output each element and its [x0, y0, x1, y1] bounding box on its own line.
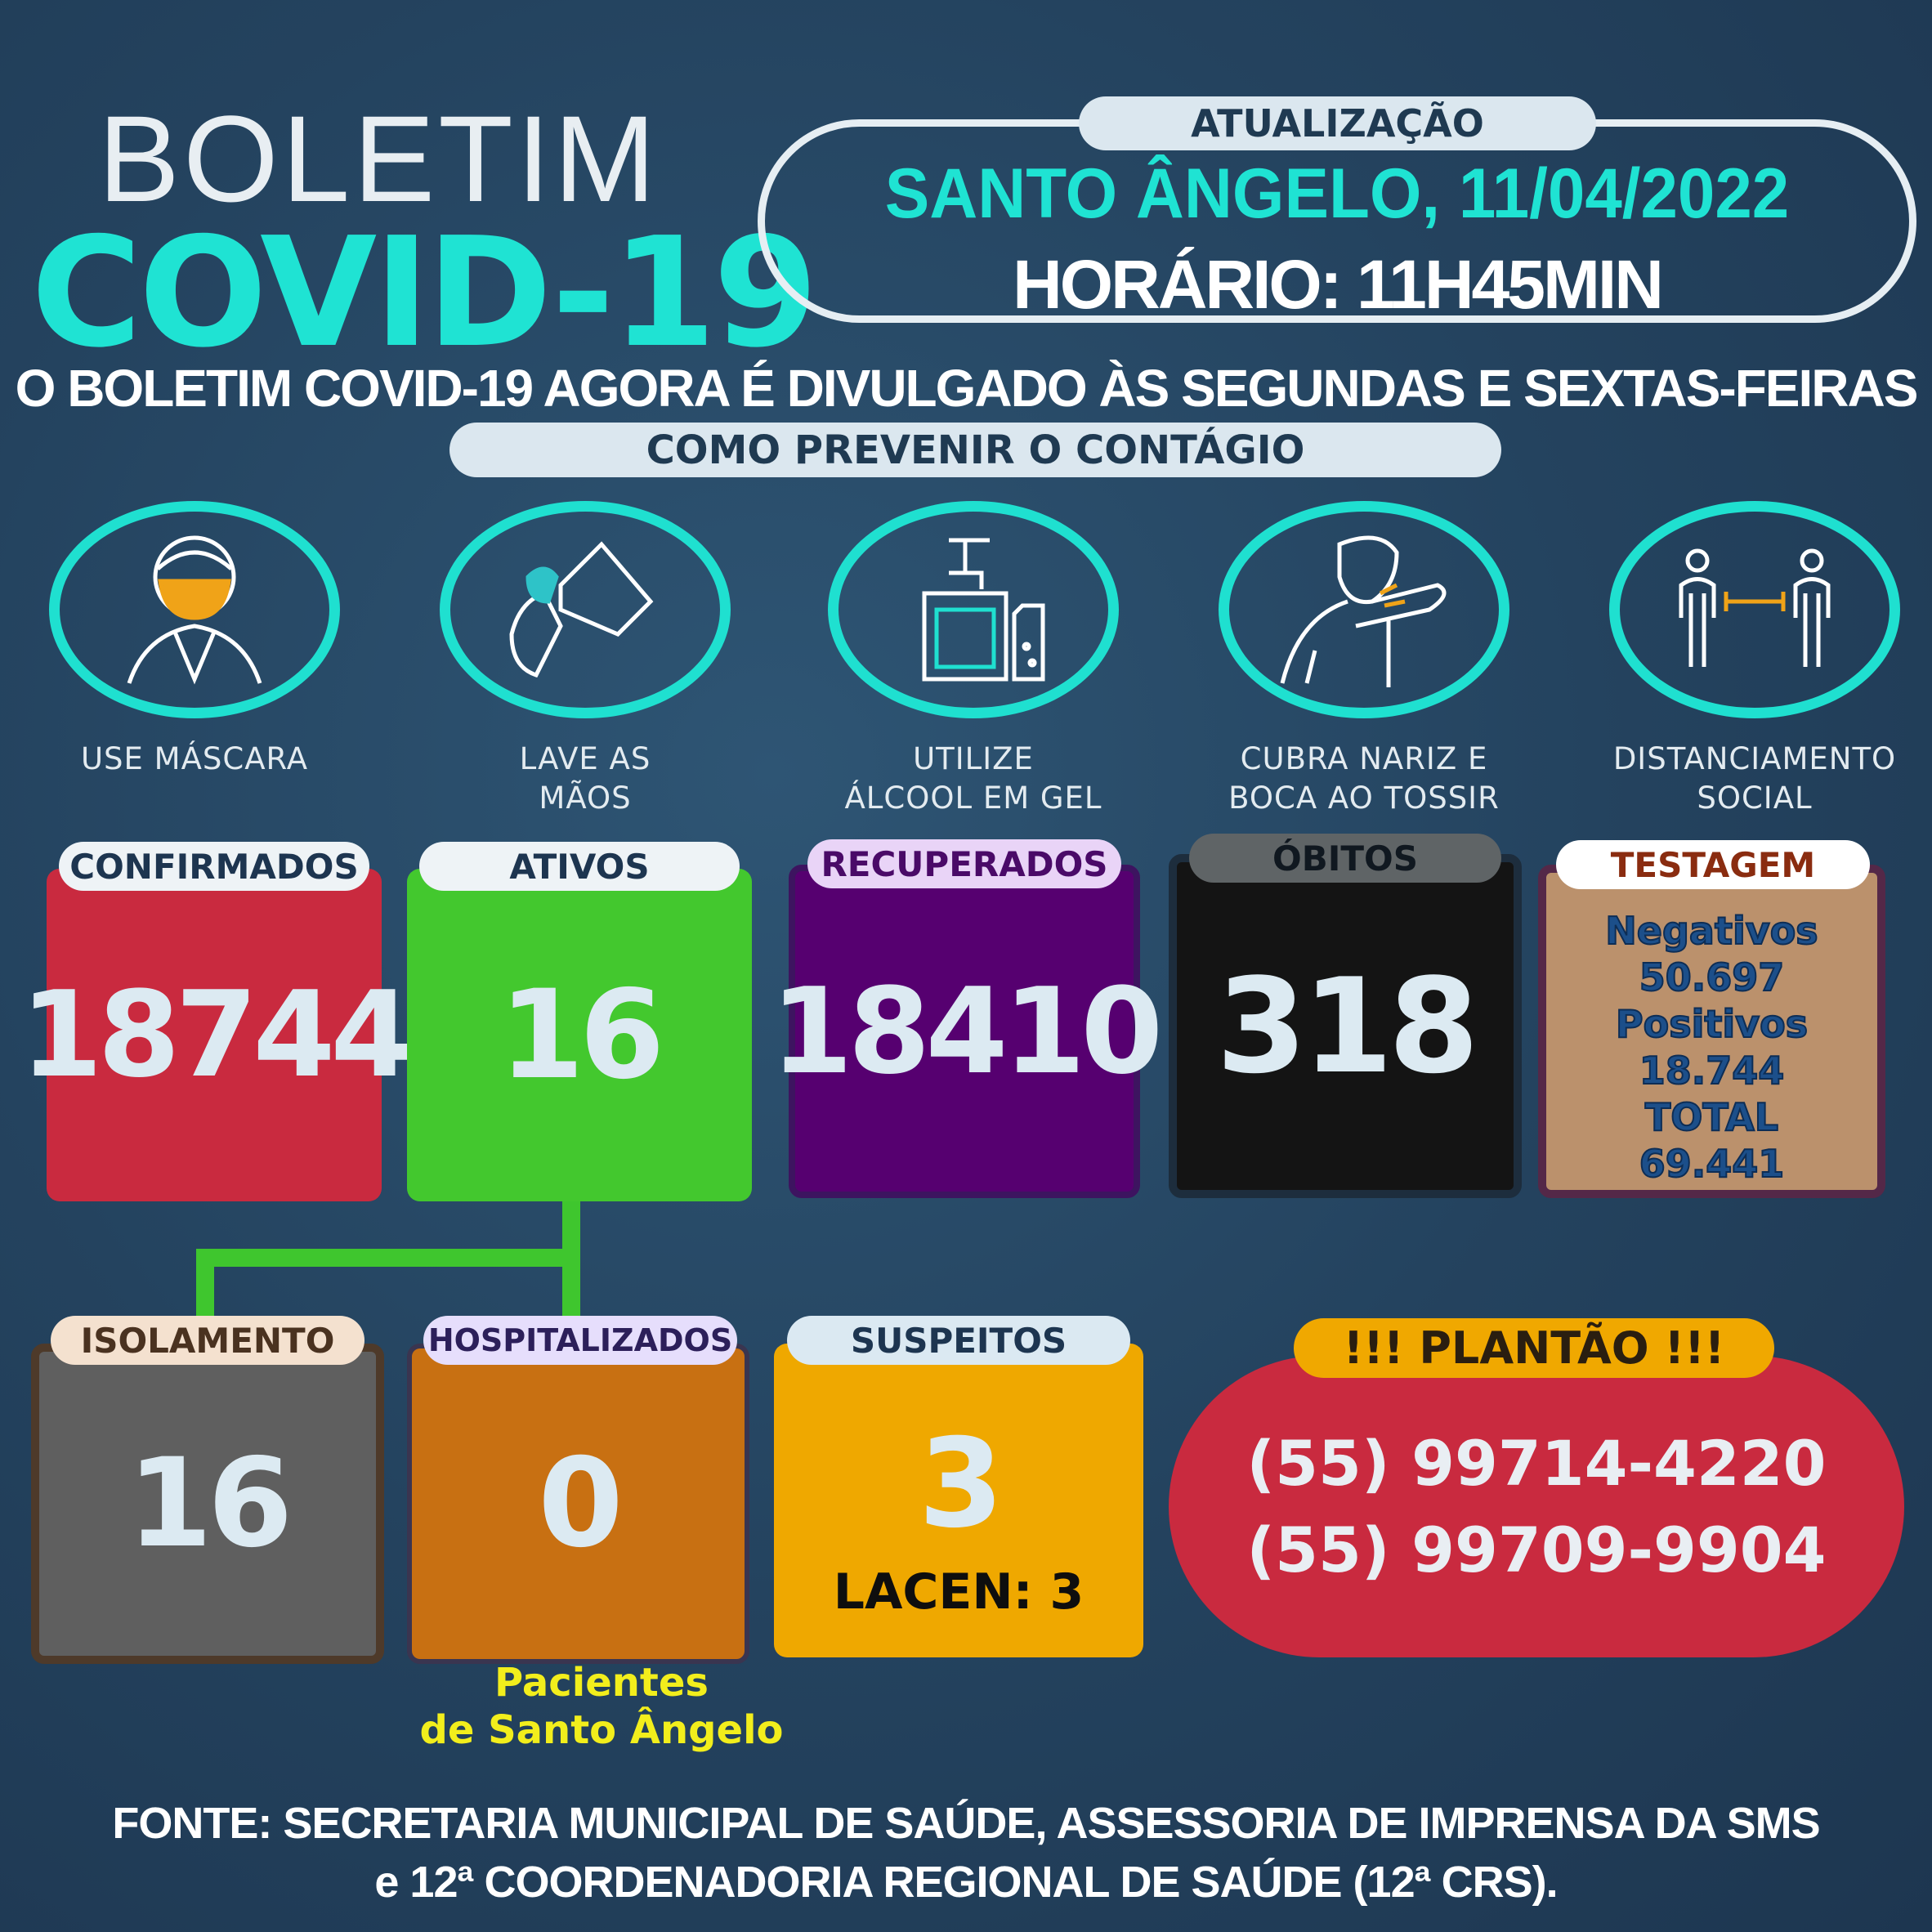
prevention-label-mask: USE MÁSCARA: [15, 740, 374, 779]
positivos-value: 18.744: [1639, 1048, 1786, 1093]
city-date: SANTO ÂNGELO, 11/04/2022: [884, 154, 1790, 233]
label-line: DISTANCIAMENTO: [1612, 741, 1897, 776]
prevention-label-cough: CUBRA NARIZ E BOCA AO TOSSIR: [1184, 740, 1544, 818]
update-label: ATUALIZAÇÃO: [1079, 96, 1596, 150]
footer-line: e 12ª COORDENADORIA REGIONAL DE SAÚDE (1…: [374, 1858, 1558, 1907]
plantao-card: (55) 99714-4220 (55) 99709-9904: [1169, 1356, 1904, 1657]
ativos-label: ATIVOS: [419, 842, 740, 891]
ativos-card: 16: [407, 869, 752, 1201]
ativos-value: 16: [499, 964, 665, 1107]
label-line: UTILIZE: [913, 741, 1034, 776]
label-line: LAVE AS: [519, 741, 651, 776]
prevention-label-gel: UTILIZE ÁLCOOL EM GEL: [794, 740, 1153, 818]
phone-number[interactable]: (55) 99714-4220: [1246, 1426, 1827, 1500]
note-line: de Santo Ângelo: [419, 1707, 784, 1753]
label-line: USE MÁSCARA: [80, 741, 309, 776]
prevention-label-hands: LAVE AS MÃOS: [405, 740, 765, 818]
obitos-value: 318: [1216, 950, 1479, 1102]
distance-icon: [1609, 501, 1900, 718]
connector-line: [196, 1249, 214, 1324]
plantao-label: !!! PLANTÃO !!!: [1294, 1318, 1774, 1378]
negativos-value: 50.697: [1639, 955, 1786, 1000]
label-line: SOCIAL: [1697, 780, 1813, 816]
hospitalizados-value: 0: [538, 1433, 623, 1575]
isolamento-card: 16: [31, 1344, 384, 1664]
total-label: TOTAL: [1644, 1094, 1779, 1140]
prevention-title: COMO PREVENIR O CONTÁGIO: [449, 423, 1501, 477]
title-boletim: BOLETIM: [98, 90, 660, 227]
testagem-label: TESTAGEM: [1556, 840, 1870, 889]
confirmados-card: 18744: [20, 869, 413, 1201]
footer-line: FONTE: SECRETARIA MUNICIPAL DE SAÚDE, AS…: [112, 1799, 1820, 1848]
suspeitos-label: SUSPEITOS: [787, 1316, 1130, 1365]
notice: O BOLETIM COVID-19 AGORA É DIVULGADO ÀS …: [15, 359, 1919, 418]
confirmados-value: 18744: [20, 966, 413, 1104]
update-time: HORÁRIO: 11H45MIN: [1013, 246, 1664, 323]
connector-line: [196, 1249, 580, 1267]
isolamento-value: 16: [127, 1433, 293, 1575]
suspeitos-value: 3: [918, 1413, 1004, 1555]
confirmados-label: CONFIRMADOS: [59, 842, 369, 891]
recuperados-card: 18410: [771, 865, 1163, 1198]
recuperados-label: RECUPERADOS: [807, 839, 1121, 888]
title-covid: COVID-19: [31, 204, 818, 381]
obitos-label: ÓBITOS: [1189, 834, 1501, 883]
hospitalizados-note: Pacientes de Santo Ângelo: [392, 1659, 811, 1754]
label-line: ÁLCOOL EM GEL: [844, 780, 1102, 816]
recuperados-value: 18410: [770, 962, 1163, 1101]
note-line: Pacientes: [494, 1660, 709, 1706]
cough-icon: [1219, 501, 1509, 718]
wash-hands-icon: [440, 501, 731, 718]
hospitalizados-label: HOSPITALIZADOS: [423, 1316, 737, 1365]
sanitizer-icon: [828, 501, 1119, 718]
positivos-label: Positivos: [1615, 1001, 1809, 1047]
total-value: 69.441: [1639, 1141, 1786, 1187]
testagem-card: Negativos 50.697 Positivos 18.744 TOTAL …: [1538, 865, 1885, 1198]
hospitalizados-card: 0: [407, 1344, 749, 1664]
label-line: CUBRA NARIZ E: [1240, 741, 1488, 776]
lacen-count: LACEN: 3: [833, 1563, 1085, 1621]
negativos-label: Negativos: [1604, 908, 1818, 954]
prevention-label-distance: DISTANCIAMENTO SOCIAL: [1575, 740, 1932, 818]
label-line: MÃOS: [539, 780, 632, 816]
suspeitos-card: 3 LACEN: 3: [774, 1344, 1143, 1657]
footer-source: FONTE: SECRETARIA MUNICIPAL DE SAÚDE, AS…: [0, 1794, 1932, 1912]
obitos-card: 318: [1169, 854, 1522, 1198]
mask-icon: [49, 501, 340, 718]
phone-number[interactable]: (55) 99709-9904: [1246, 1513, 1827, 1586]
isolamento-label: ISOLAMENTO: [51, 1316, 364, 1365]
label-line: BOCA AO TOSSIR: [1228, 780, 1500, 816]
